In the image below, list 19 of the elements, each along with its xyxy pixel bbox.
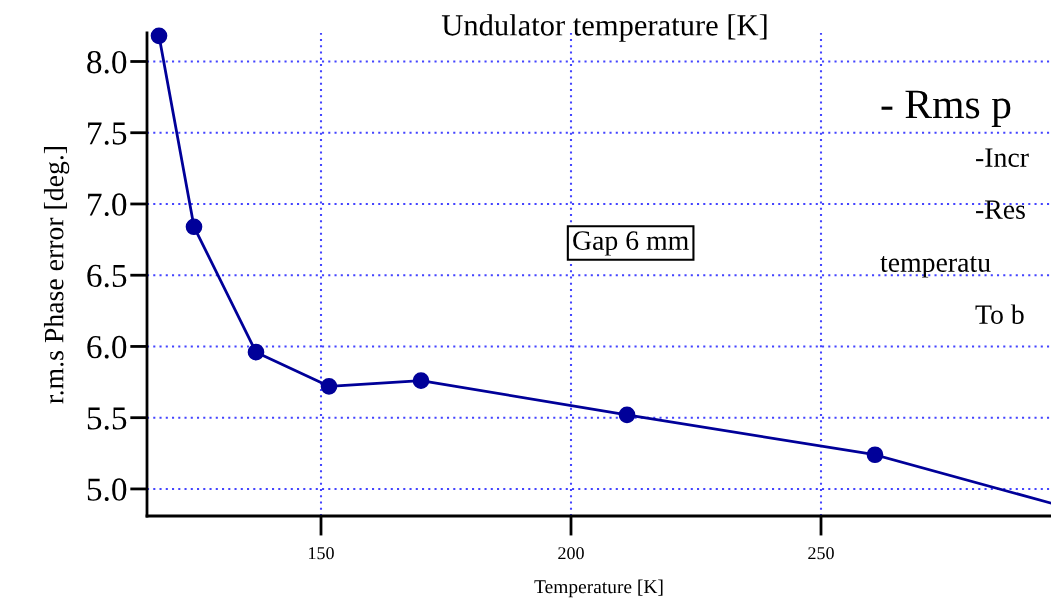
annotation: To b xyxy=(975,304,1024,324)
x-tick-label: 150 xyxy=(309,547,334,560)
y-tick-label: 8.0 xyxy=(87,50,127,74)
y-tick-label: 6.5 xyxy=(87,264,127,288)
x-axis-title: Temperature [K] xyxy=(534,579,663,598)
y-tick-label: 5.5 xyxy=(87,407,127,430)
y-tick-label: 7.5 xyxy=(88,122,127,145)
annotation: temperatu xyxy=(880,256,991,278)
x-tick-label: 250 xyxy=(808,547,834,560)
y-axis-title: r.m.s Phase error [deg.] xyxy=(43,146,70,404)
annotation: -Res xyxy=(976,200,1025,219)
x-tick-label: 200 xyxy=(558,547,584,560)
y-tick-label: 5.0 xyxy=(87,478,127,501)
y-tick-label: 7.0 xyxy=(88,193,127,217)
y-tick-label: 6.0 xyxy=(87,335,127,359)
annotation: Gap 6 mm xyxy=(573,231,689,256)
chart-title: Undulator temperature [K] xyxy=(441,14,767,42)
annotation: -Incr xyxy=(976,148,1029,167)
annotation: - Rms p xyxy=(881,90,1011,127)
